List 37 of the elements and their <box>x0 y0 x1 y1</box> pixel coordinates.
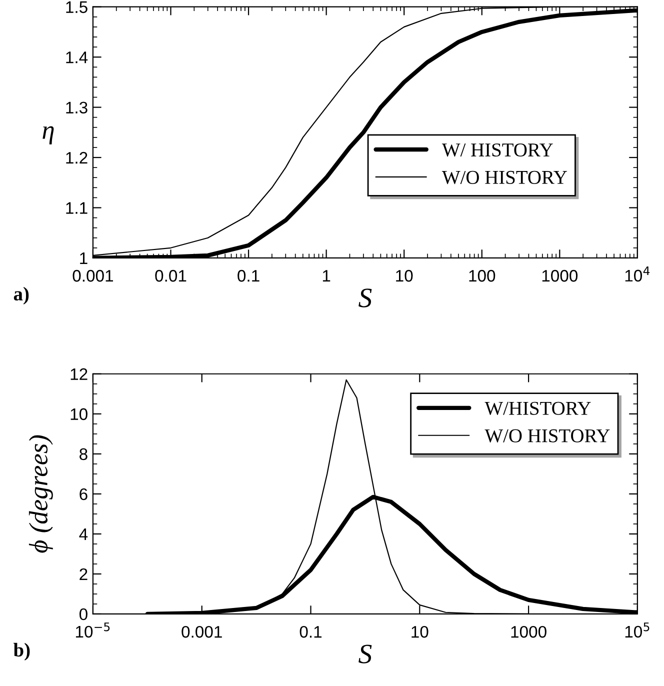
y-tick-label: 6 <box>80 488 88 500</box>
text: a) <box>14 286 29 304</box>
x-tick-label: 0.01 <box>155 270 186 282</box>
y-tick-label: 1.2 <box>66 152 88 164</box>
legend-label: W/HISTORY <box>484 402 591 415</box>
x-tick-label: 10$^{4}$ <box>625 266 650 282</box>
y-tick-label: 1.4 <box>66 52 88 64</box>
y-tick-label: 1.1 <box>66 202 88 214</box>
y-tick-label: 0 <box>79 608 88 620</box>
y-tick-label: 12 <box>70 368 88 380</box>
text: b) <box>14 642 30 661</box>
x-tick-label: 0.1 <box>238 270 260 282</box>
x-tick-label: 0.001 <box>182 626 222 638</box>
y-tick-label: 1.3 <box>66 102 88 114</box>
y-tick-label: 10 <box>70 408 88 420</box>
y-tick-label: 4 <box>79 528 88 540</box>
x-tick-label: 1000 <box>511 626 546 638</box>
legend-label: W/O HISTORY <box>484 429 610 442</box>
legend-label: W/ HISTORY <box>442 143 553 157</box>
y-tick-label: 1.5 <box>66 1 88 14</box>
x-tick-label: 10 <box>396 270 413 282</box>
x-tick-label: 1 <box>322 270 330 282</box>
x-tick-label: 0.001 <box>72 270 113 282</box>
legend-label: W/O HISTORY <box>442 170 567 184</box>
x-tick-label: 100 <box>469 270 496 282</box>
y-tick-label: 1 <box>80 252 88 264</box>
x-tick-label: 0.1 <box>300 626 322 638</box>
x-tick-label: 10$^{−5}$ <box>76 622 110 638</box>
y-tick-label: 2 <box>80 568 88 580</box>
y-axis-title: η <box>42 126 54 144</box>
x-tick-label: 1000 <box>542 270 578 282</box>
x-axis-title: S <box>358 644 372 664</box>
y-axis-title: ϕ (degrees) <box>28 435 53 553</box>
x-axis-title: S <box>358 288 372 308</box>
y-tick-label: 8 <box>80 448 88 460</box>
x-tick-label: 10$^{5}$ <box>625 622 650 638</box>
x-tick-label: 10 <box>412 626 428 638</box>
